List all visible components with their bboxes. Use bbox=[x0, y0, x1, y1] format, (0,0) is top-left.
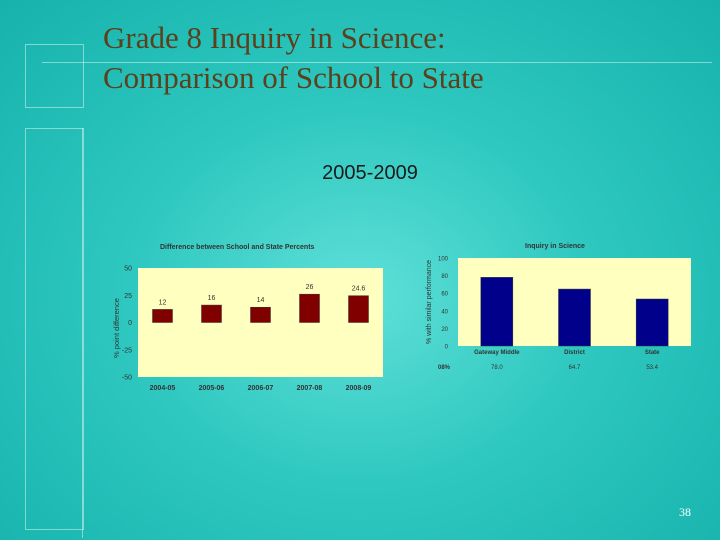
y-axis-label: % point difference bbox=[112, 298, 121, 358]
frame-line bbox=[25, 128, 84, 530]
data-label: 26 bbox=[306, 284, 314, 291]
data-table-value: 53.4 bbox=[646, 365, 658, 371]
y-tick-label: 100 bbox=[438, 257, 449, 263]
x-tick-label: 2005-06 bbox=[199, 385, 225, 392]
x-tick-label: State bbox=[645, 350, 660, 356]
y-tick-label: 25 bbox=[124, 293, 132, 300]
y-tick-label: -50 bbox=[122, 375, 132, 382]
y-tick-label: 60 bbox=[441, 292, 448, 298]
chart-title: Difference between School and State Perc… bbox=[160, 244, 315, 251]
y-tick-label: 80 bbox=[441, 274, 448, 280]
x-tick-label: Gateway Middle bbox=[474, 350, 520, 356]
y-axis-label: % with similar performance bbox=[426, 260, 433, 344]
inquiry-chart: Inquiry in Science % with similar perfor… bbox=[420, 236, 696, 374]
frame-line bbox=[82, 128, 83, 538]
page-number: 38 bbox=[670, 505, 700, 520]
data-label: 12 bbox=[159, 299, 167, 306]
data-label: 24.6 bbox=[352, 286, 366, 293]
y-tick-label: 50 bbox=[124, 266, 132, 273]
data-label: 16 bbox=[208, 295, 216, 302]
title-line-2: Comparison of School to State bbox=[103, 58, 663, 98]
bar bbox=[153, 309, 173, 322]
title-line-1: Grade 8 Inquiry in Science: bbox=[103, 18, 663, 58]
y-tick-label: 0 bbox=[445, 345, 449, 351]
slide-subtitle: 2005-2009 bbox=[0, 162, 720, 185]
data-label: 14 bbox=[257, 297, 265, 304]
slide-title: Grade 8 Inquiry in Science: Comparison o… bbox=[103, 18, 663, 98]
y-tick-label: -25 bbox=[122, 347, 132, 354]
y-tick-label: 20 bbox=[441, 327, 448, 333]
data-table-value: 64.7 bbox=[569, 365, 581, 371]
x-tick-label: District bbox=[564, 350, 585, 356]
x-tick-label: 2004-05 bbox=[150, 385, 176, 392]
x-tick-label: 2008-09 bbox=[346, 385, 372, 392]
bar bbox=[349, 296, 369, 323]
y-tick-label: 0 bbox=[128, 320, 132, 327]
x-tick-label: 2007-08 bbox=[297, 385, 323, 392]
frame-line bbox=[25, 44, 84, 108]
chart-title: Inquiry in Science bbox=[525, 243, 585, 250]
bar bbox=[636, 299, 668, 346]
data-table-value: 78.0 bbox=[491, 365, 503, 371]
bar bbox=[202, 305, 222, 322]
bar bbox=[300, 294, 320, 322]
bar bbox=[481, 277, 513, 346]
x-tick-label: 2006-07 bbox=[248, 385, 274, 392]
difference-chart: Difference between School and State Perc… bbox=[108, 236, 390, 398]
data-table-row-header: 08% bbox=[438, 365, 451, 371]
bar bbox=[251, 307, 271, 322]
bar bbox=[559, 289, 591, 346]
y-tick-label: 40 bbox=[441, 309, 448, 315]
